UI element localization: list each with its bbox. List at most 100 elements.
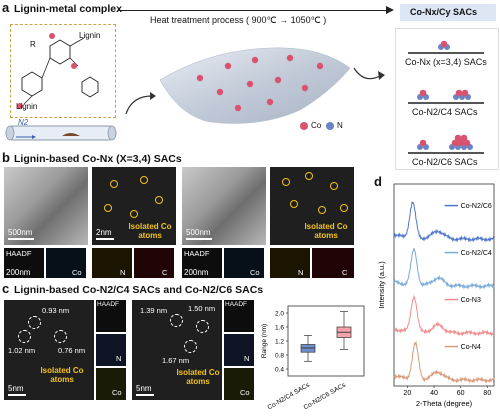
xrd-xtick-label: 60 — [457, 390, 465, 397]
lignin-label-top: Lignin — [79, 31, 101, 40]
co-pair-ring — [54, 330, 67, 343]
xrd-chart: 20 40 60 80 2-Theta (degree) Intensity (a.u.)… — [377, 183, 495, 408]
haadf-label-1: HAADF — [6, 249, 32, 258]
sac-platform-1 — [408, 52, 484, 54]
process-label: Heat treatment process ( 900℃ → 1050℃ ) — [150, 15, 327, 25]
panel-a-title: Lignin-metal complex — [14, 3, 122, 15]
sac-atoms — [417, 40, 473, 150]
co-atom-ring — [290, 200, 298, 208]
distance-c4-2: 1.02 nm — [8, 346, 36, 355]
haadf-map-c6 — [224, 300, 254, 332]
tem-image-2 — [182, 167, 266, 245]
c-map-label-2: C — [342, 268, 348, 277]
co-pair-ring — [184, 340, 197, 353]
xrd-ylabel: Intensity (a.u.) — [377, 261, 386, 309]
co-pair-ring — [196, 320, 209, 333]
co-atom-ring — [305, 172, 313, 180]
n-map-1 — [92, 248, 132, 278]
product-label: Co-Nx/Cy SACs — [410, 7, 478, 17]
co-atom-ring — [104, 204, 112, 212]
panel-a-letter: a — [2, 0, 10, 15]
scale-label-tem-1: 500nm — [8, 228, 33, 237]
scale-label-c6: 5nm — [136, 384, 152, 393]
boxplot-ytick-label: 0.8 — [275, 353, 284, 360]
co-pair-ring — [28, 316, 41, 329]
xrd-legend-label: Co-N2/C6 — [461, 203, 492, 210]
sac-label-2: Co-N2/C4 SACs — [412, 107, 478, 117]
boxplot-ylabel: Range (nm) — [261, 324, 268, 358]
co-map-label-2: Co — [250, 268, 260, 277]
panel-d-letter: d — [374, 174, 382, 189]
isolated-co-annotation-c6: Isolated Co atoms — [176, 368, 220, 386]
scale-bar-stem-1 — [96, 238, 114, 240]
scale-bar-tem-1 — [8, 238, 34, 240]
n-map-label-2: N — [298, 268, 304, 277]
co-atom-ring — [318, 206, 326, 214]
product-banner — [400, 4, 496, 21]
distance-c6-3: 1.67 nm — [162, 356, 190, 365]
legend-n-label: N — [337, 121, 343, 130]
co-atom-ring — [340, 204, 348, 212]
xrd-frame — [393, 183, 495, 387]
haadf-label-2: HAADF — [184, 249, 210, 258]
sac-label-1: Co-Nx (x=3,4) SACs — [405, 57, 487, 67]
co-map-c6 — [224, 368, 254, 400]
lignin-label-bottom: Lignin — [16, 102, 38, 111]
co-atom-ring — [140, 176, 148, 184]
scale-bar-c6 — [136, 394, 154, 396]
co-atom-ring — [330, 182, 338, 190]
c-map-2 — [312, 248, 354, 278]
sac-platform-3 — [408, 152, 484, 154]
stem-image-c4 — [4, 300, 94, 400]
xrd-series-line — [393, 340, 495, 384]
sac-platform-2 — [408, 102, 484, 104]
n-map-2 — [270, 248, 310, 278]
xrd-xtick-label: 40 — [430, 390, 438, 397]
n2-label: N2 — [18, 118, 29, 127]
haadf-label-c4: HAADF — [97, 301, 120, 308]
legend-co-dot — [300, 122, 308, 130]
scale-label-tem-2: 500nm — [186, 228, 211, 237]
scale-label-haadf-2: 200nm — [184, 268, 209, 277]
co-pair-ring — [170, 314, 183, 327]
boxplot-ytick-label: 1.6 — [275, 325, 284, 332]
tem-image-1 — [4, 167, 88, 245]
isolated-co-annotation-c4: Isolated Co atoms — [40, 366, 84, 384]
co-map-label-1: Co — [72, 268, 82, 277]
scale-label-haadf-1: 200nm — [6, 268, 31, 277]
panel-c-title: Lignin-based Co-N2/C4 SACs and Co-N2/C6 … — [14, 284, 264, 296]
co-map-2 — [224, 248, 264, 278]
isolated-co-annotation-1: Isolated Co atoms — [128, 222, 172, 240]
xrd-xlabel: 2-Theta (degree) — [416, 399, 473, 408]
n-map-c6 — [224, 334, 254, 366]
legend-n-dot — [326, 122, 334, 130]
sac-box — [395, 28, 499, 170]
distance-c6-1: 1.39 nm — [140, 306, 168, 315]
legend-co-label: Co — [311, 121, 322, 130]
panel-b-title: Lignin-based Co-Nx (X=3,4) SACs — [14, 153, 182, 165]
boxplot-frame — [287, 305, 365, 377]
isolated-co-annotation-2: Isolated Co atoms — [304, 222, 348, 240]
scale-bar-c4 — [8, 394, 26, 396]
tube-furnace — [5, 125, 117, 141]
xrd-legend-label: Co-N2/C4 — [461, 250, 492, 257]
xrd-legend-label: Co-N3 — [461, 297, 481, 304]
c-map-1 — [134, 248, 174, 278]
process-arrow — [118, 10, 388, 11]
co-label-c4: Co — [112, 388, 122, 397]
xrd-legend-label: Co-N4 — [461, 344, 481, 351]
xrd-series-line — [393, 294, 495, 338]
distance-c6-2: 1.50 nm — [188, 304, 216, 313]
haadf-map-2 — [182, 248, 222, 278]
haadf-map-1 — [4, 248, 44, 278]
scale-label-stem-1: 2nm — [96, 228, 112, 237]
boxplot-ytick-label: 2.0 — [275, 311, 284, 318]
n-label-c4: N — [116, 354, 122, 363]
sac-label-3: Co-N2/C6 SACs — [412, 157, 478, 167]
co-atom-ring — [282, 178, 290, 186]
co-pair-ring — [18, 330, 31, 343]
haadf-label-c6: HAADF — [225, 301, 248, 308]
n-label-c6: N — [244, 354, 250, 363]
n-map-label-1: N — [120, 268, 126, 277]
